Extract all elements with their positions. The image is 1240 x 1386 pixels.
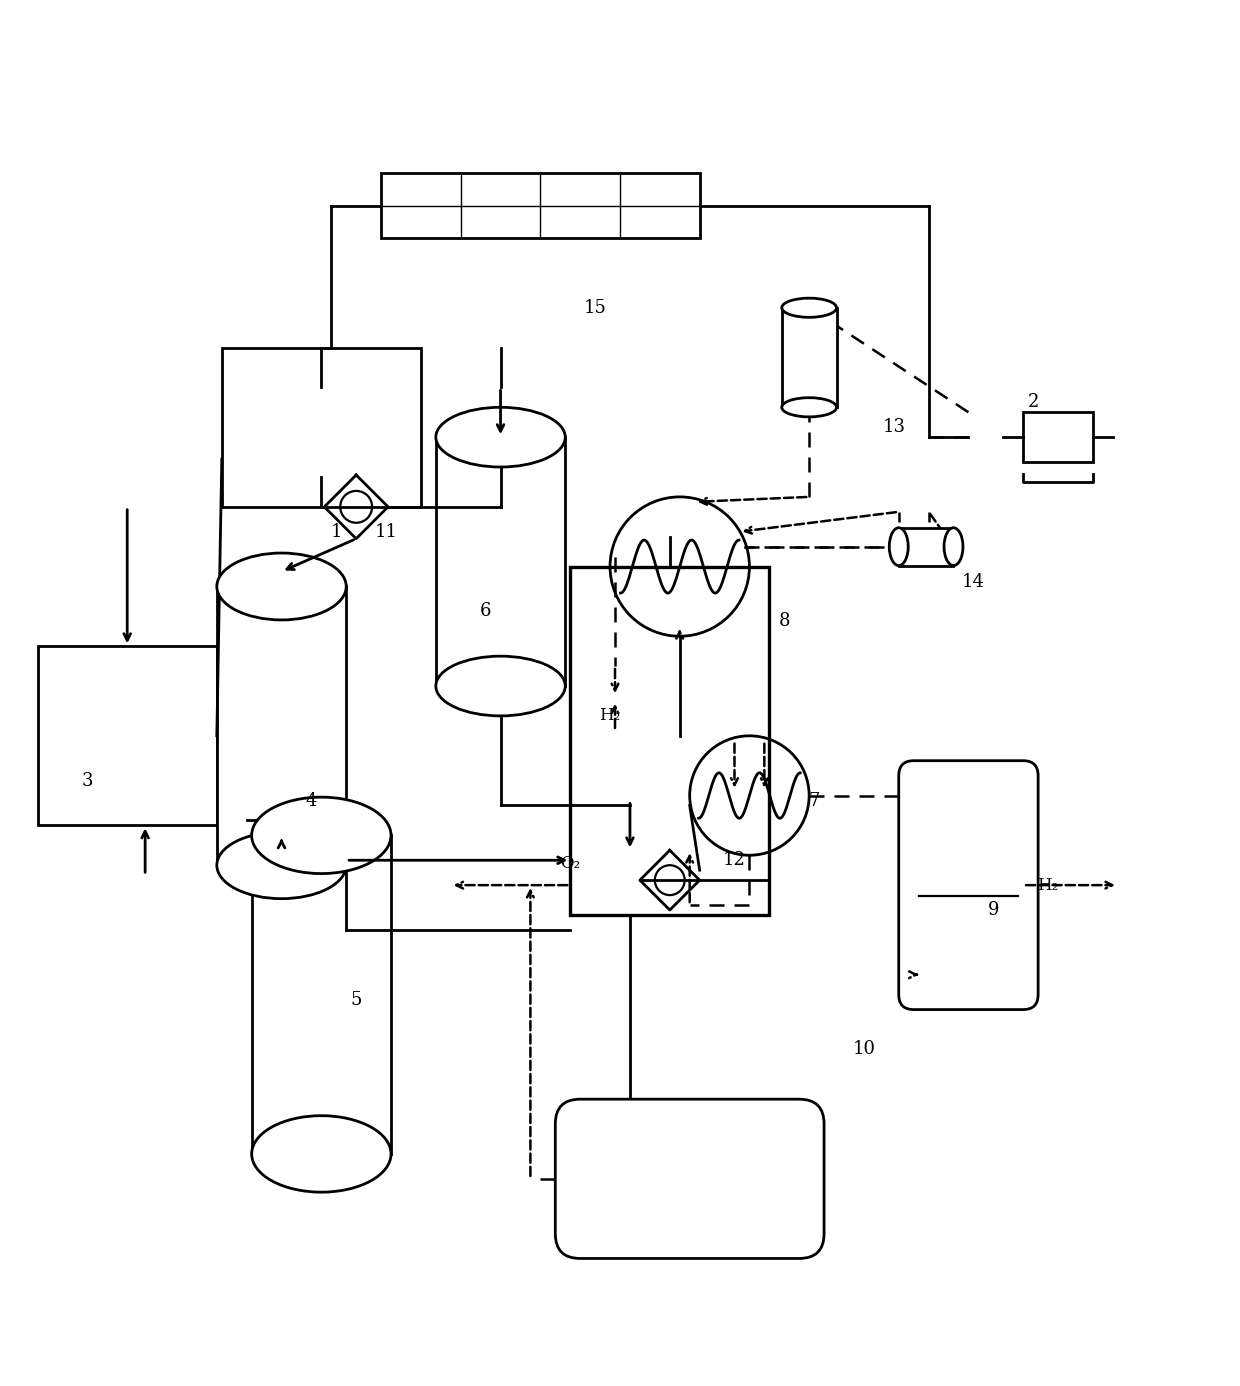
Ellipse shape <box>435 407 565 467</box>
Text: 10: 10 <box>852 1041 875 1059</box>
Bar <box>37 646 217 826</box>
Ellipse shape <box>217 832 346 898</box>
Text: 12: 12 <box>723 851 746 869</box>
Text: 7: 7 <box>808 791 820 809</box>
Text: O₂: O₂ <box>560 855 580 872</box>
Bar <box>1023 412 1092 462</box>
Text: 13: 13 <box>883 419 905 437</box>
Text: 5: 5 <box>351 991 362 1009</box>
Text: 14: 14 <box>962 572 985 590</box>
Ellipse shape <box>781 398 837 417</box>
Text: H₂: H₂ <box>599 707 621 725</box>
Bar <box>381 173 699 238</box>
Ellipse shape <box>435 656 565 717</box>
Text: 6: 6 <box>480 603 491 621</box>
Bar <box>217 586 346 865</box>
Bar <box>252 836 391 1155</box>
Bar <box>899 528 954 565</box>
Text: 4: 4 <box>306 791 317 809</box>
FancyBboxPatch shape <box>899 761 1038 1009</box>
Ellipse shape <box>252 1116 391 1192</box>
Ellipse shape <box>889 528 908 565</box>
Text: 9: 9 <box>987 901 999 919</box>
Ellipse shape <box>252 797 391 873</box>
Text: 2: 2 <box>1028 394 1039 412</box>
Ellipse shape <box>781 298 837 317</box>
FancyBboxPatch shape <box>556 1099 825 1258</box>
Text: 3: 3 <box>82 772 93 790</box>
Ellipse shape <box>217 553 346 620</box>
Bar <box>781 308 837 407</box>
Bar <box>435 437 565 686</box>
Bar <box>570 567 769 915</box>
Text: H₂: H₂ <box>1038 876 1059 894</box>
Text: 1: 1 <box>331 523 342 541</box>
Text: 15: 15 <box>584 299 606 317</box>
Text: 8: 8 <box>779 613 790 631</box>
Ellipse shape <box>944 528 963 565</box>
Bar <box>222 348 420 507</box>
Text: 11: 11 <box>374 523 398 541</box>
